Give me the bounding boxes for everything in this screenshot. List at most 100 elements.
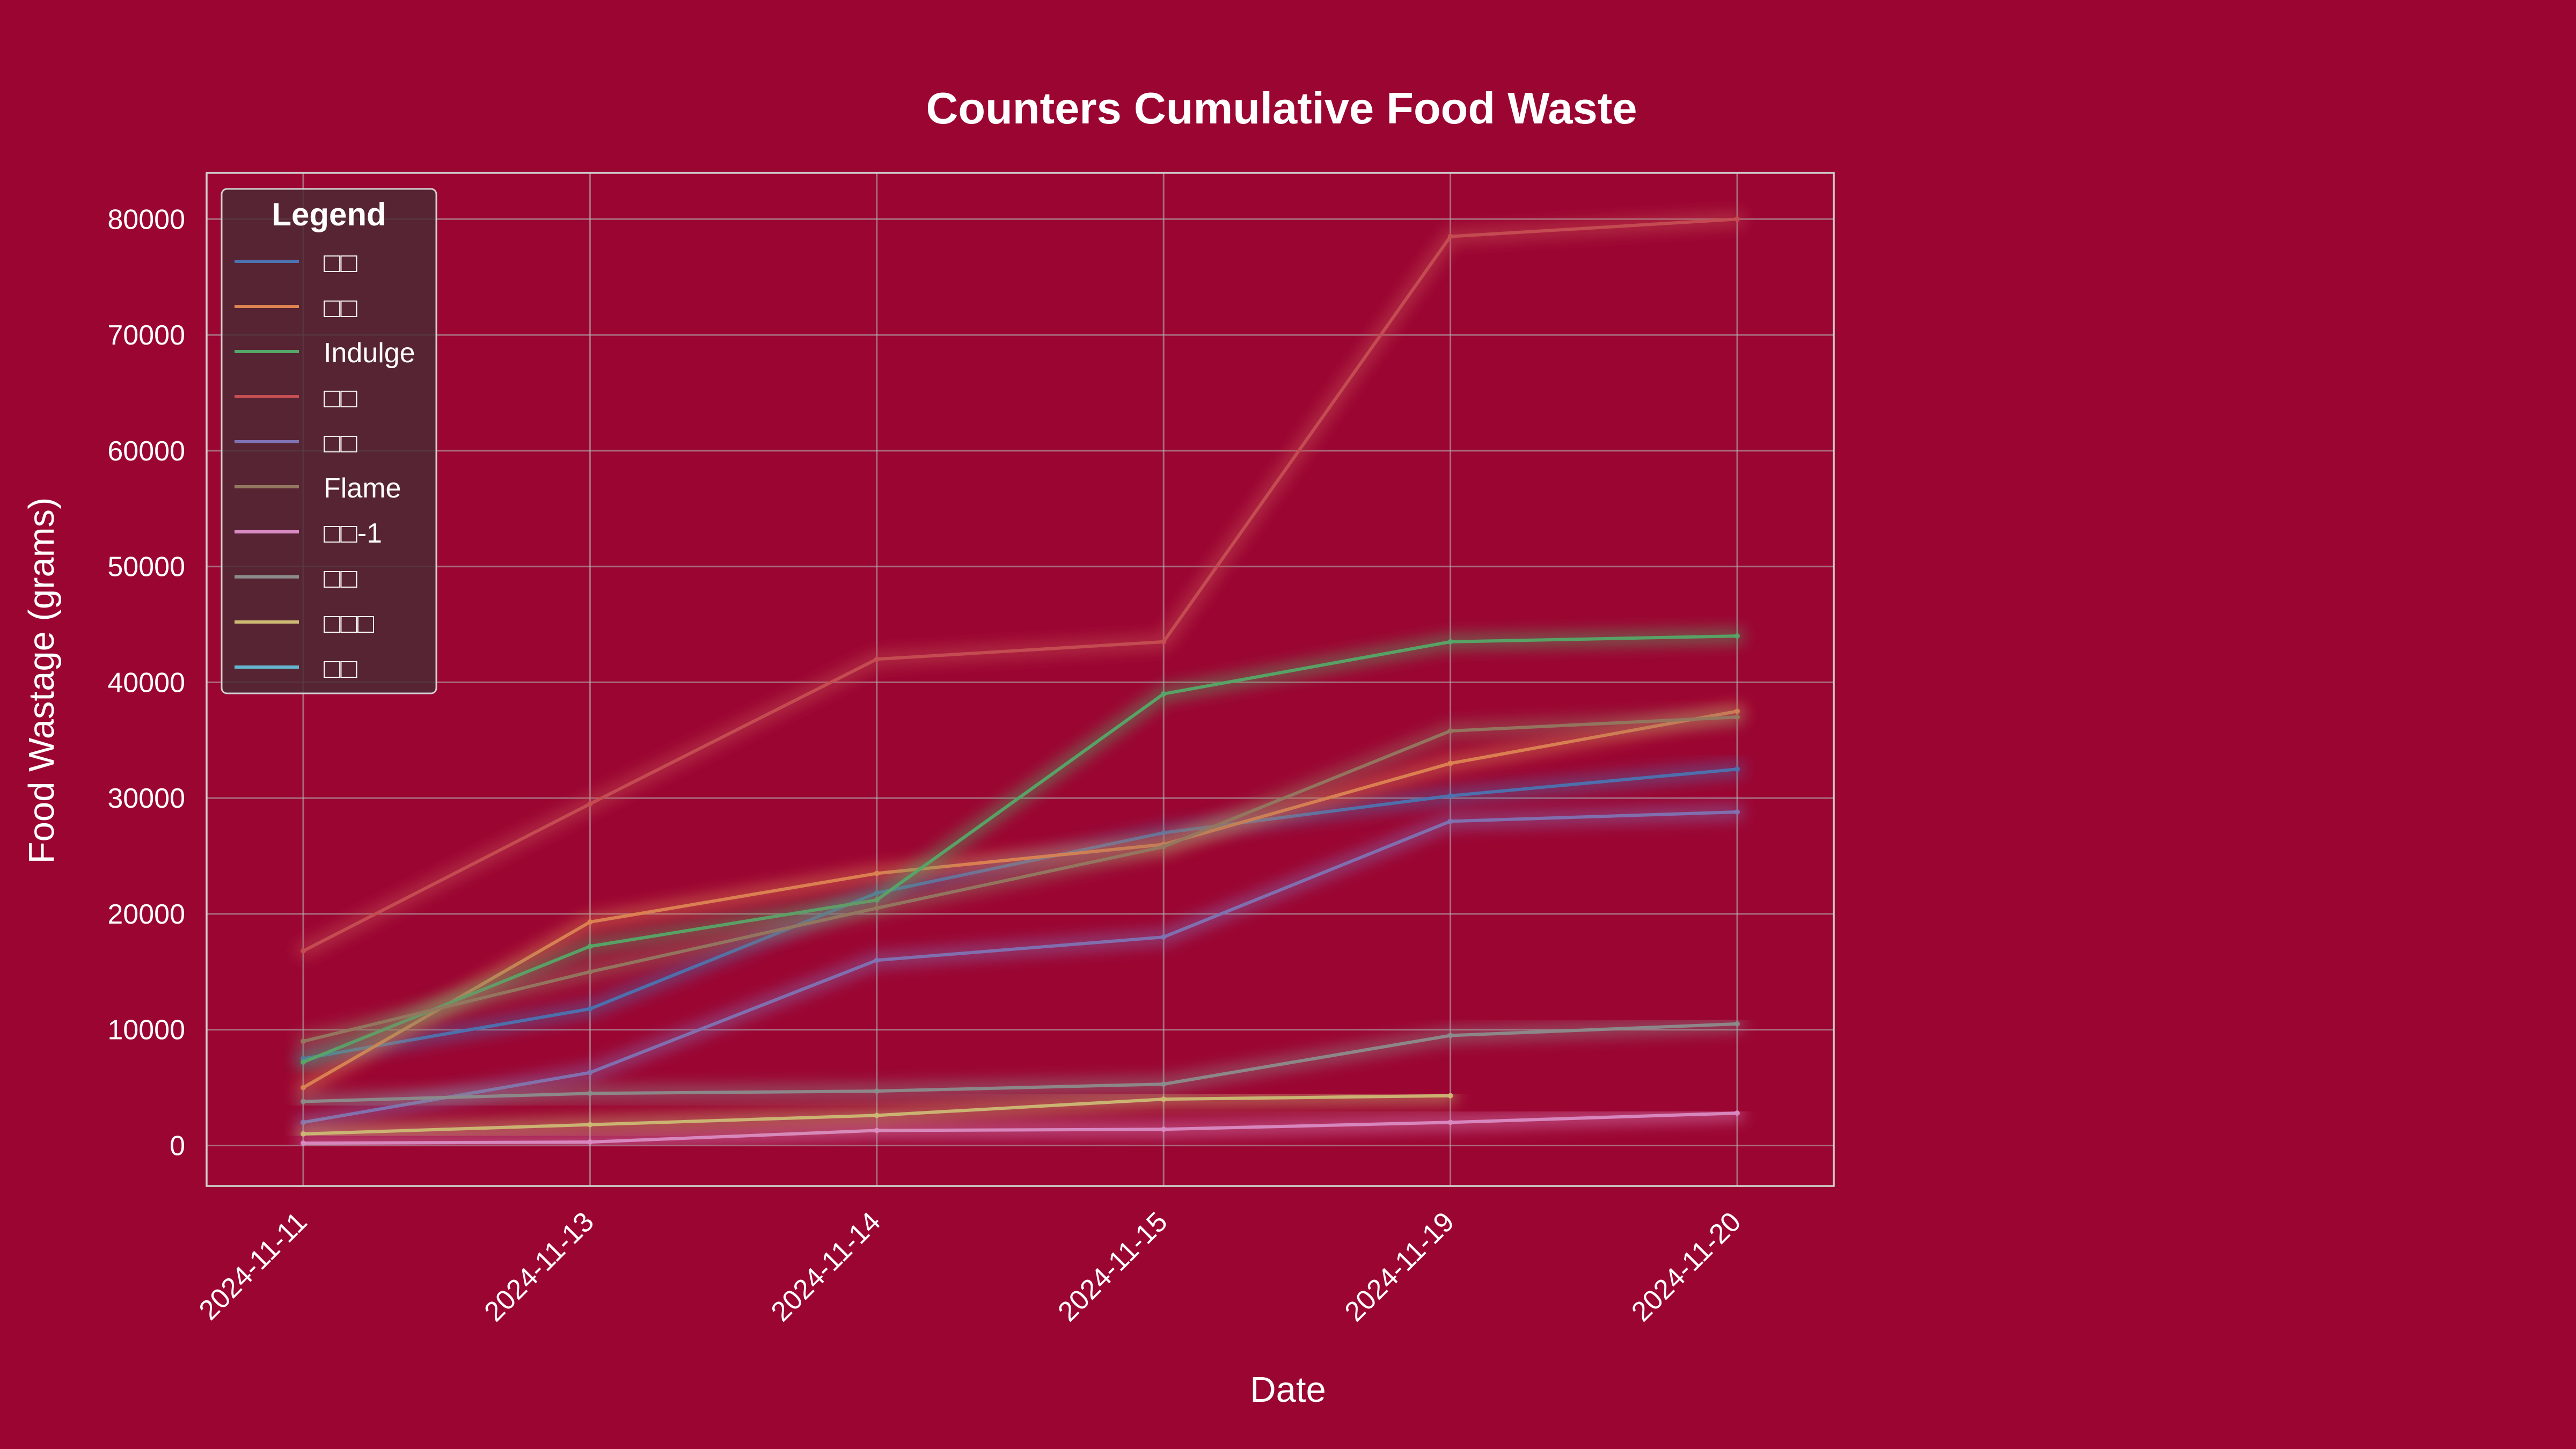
data-point [587,801,593,807]
y-tick-label: 40000 [107,667,185,698]
legend-item: □□ [235,653,357,684]
data-point [1447,1033,1453,1038]
data-point [587,919,593,925]
data-point [1161,1096,1167,1102]
data-point [1447,639,1453,645]
legend-item: □□ [235,383,357,414]
legend-item: □□ [235,428,357,459]
legend-label: □□ [324,383,357,414]
legend-box [221,188,437,694]
legend-label: □□ [324,563,357,594]
plot-frame [206,172,1835,1187]
data-point [587,1070,593,1075]
legend-item: □□-1 [235,518,382,549]
series-line [302,715,1739,1043]
legend-item: Indulge [235,338,415,369]
legend-label: □□□ [324,608,375,639]
y-tick-label: 0 [170,1130,185,1161]
legend-label: Indulge [324,338,415,369]
legend-item: □□ [235,563,357,594]
series-4 [296,805,1744,1130]
series-line [302,810,1739,1124]
data-point [874,870,880,876]
y-tick-label: 80000 [107,204,185,235]
data-point [1161,934,1167,940]
y-tick-label: 70000 [107,320,185,351]
legend-label: □□ [324,292,357,324]
data-point [1161,830,1167,836]
legend-item: □□ [235,247,357,279]
data-point [587,943,593,949]
data-point [1161,844,1167,850]
legend-title: Legend [272,196,386,232]
data-point [1447,1093,1453,1099]
data-point [1735,1021,1740,1027]
data-point [874,905,880,911]
legend-label: □□ [324,428,357,459]
data-point [587,969,593,975]
data-point [1735,216,1740,222]
series-line [302,709,1739,1089]
legend-label: □□ [324,247,357,279]
y-tick-label: 50000 [107,552,185,583]
series-line [302,1111,1739,1145]
y-tick-label: 30000 [107,783,185,814]
data-point [301,1131,306,1137]
data-point [301,1059,306,1065]
y-axis-ticks: 0 10000 20000 30000 40000 50000 60000 70000 8000… [107,204,185,1161]
data-point [874,957,880,963]
data-point [1735,633,1740,639]
series-2 [296,629,1744,1070]
data-point [1735,809,1740,815]
data-point [1735,1110,1740,1116]
data-point [1161,1126,1167,1132]
series-5 [296,710,1744,1049]
series-line [302,634,1739,1064]
data-point [301,1119,306,1125]
data-point [587,1122,593,1128]
legend-item: Flame [235,473,401,504]
series-3 [296,212,1744,958]
data-point [1161,639,1167,645]
y-tick-label: 60000 [107,436,185,467]
data-point [1161,1081,1167,1087]
series-6 [296,1106,1744,1151]
data-point [1447,728,1453,734]
data-point [1735,714,1740,720]
data-point [1447,233,1453,239]
data-point [587,1139,593,1145]
legend-label: □□ [324,653,357,684]
data-point [874,1128,880,1133]
data-point [301,1038,306,1044]
y-tick-label: 20000 [107,899,185,930]
series-7 [296,1016,1744,1109]
data-point [874,656,880,662]
x-axis-label: Date [1250,1370,1326,1410]
data-point [1447,1119,1453,1125]
data-point [301,1085,306,1091]
legend-label: □□-1 [324,518,382,549]
y-axis-label: Food Wastage (grams) [21,497,62,864]
legend: Legend □□□□Indulge□□□□Flame□□-1□□□□□□□ [221,188,437,694]
data-point [874,1088,880,1094]
legend-item: □□□ [235,608,375,639]
series-group [296,212,1744,1151]
series-line [302,1022,1739,1103]
data-point [301,948,306,954]
data-point [1161,691,1167,697]
data-point [1447,818,1453,824]
data-point [1447,760,1453,766]
series-8 [296,1088,1458,1141]
series-line [302,217,1739,953]
data-point [587,1091,593,1096]
y-tick-label: 10000 [107,1015,185,1046]
data-point [1447,793,1453,799]
legend-label: Flame [324,473,401,504]
data-point [301,1099,306,1104]
data-point [587,1006,593,1012]
data-point [1735,766,1740,772]
data-point [874,1113,880,1118]
legend-item: □□ [235,292,357,324]
